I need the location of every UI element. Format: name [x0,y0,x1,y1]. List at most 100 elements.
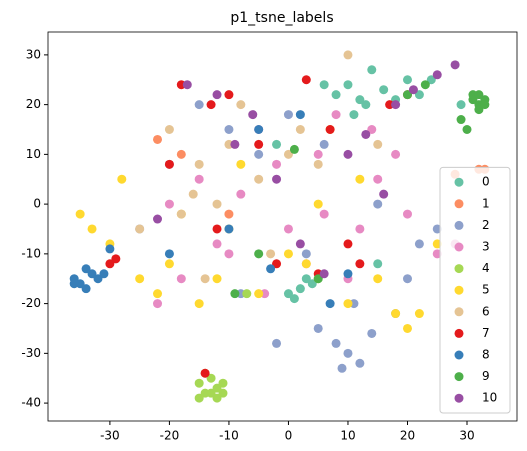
point [367,65,377,75]
point [379,85,389,95]
point [313,274,323,284]
point [224,249,234,259]
point [188,189,198,199]
point [367,124,377,134]
y-tick-label: -30 [21,346,41,360]
point [224,224,234,234]
point [194,393,204,403]
point [373,259,383,269]
point [391,149,401,159]
legend-label: 9 [482,369,490,383]
point [164,259,174,269]
point [432,224,442,234]
point [331,110,341,120]
y-tick-label: 30 [26,47,41,61]
point [289,294,299,304]
legend-label: 5 [482,283,490,297]
point [379,189,389,199]
point [402,323,412,333]
point [391,100,401,110]
point [224,209,234,219]
point [105,259,115,269]
point [117,174,127,184]
point [391,309,401,319]
point [272,259,282,269]
point [402,274,412,284]
point [408,85,418,95]
point [153,214,163,224]
point [212,393,222,403]
point [254,249,264,259]
x-tick-label: -20 [160,429,180,443]
point [307,279,317,289]
point [349,110,359,120]
point [420,80,430,90]
point [313,159,323,169]
point [212,239,222,249]
point [414,239,424,249]
x-tick-label: 20 [400,429,415,443]
legend-label: 10 [482,391,497,405]
point [218,378,228,388]
point [313,199,323,209]
point [230,139,240,149]
x-tick-label: -10 [219,429,239,443]
point [325,124,335,134]
point [402,90,412,100]
legend-box [439,166,511,414]
point [182,80,192,90]
point [153,134,163,144]
y-tick-label: -20 [21,296,41,310]
point [301,75,311,85]
point [206,388,216,398]
point [343,299,353,309]
point [325,299,335,309]
legend-label: 1 [482,196,490,210]
point [176,274,186,284]
point [105,244,115,254]
point [289,144,299,154]
point [200,274,210,284]
point [87,269,97,279]
point [367,328,377,338]
point [301,274,311,284]
point [194,378,204,388]
point [81,284,91,294]
legend-marker [454,350,464,360]
point [236,189,246,199]
legend-marker [454,393,464,403]
point [414,90,424,100]
point [87,224,97,234]
legend-label: 4 [482,261,490,275]
legend-label: 7 [482,326,490,340]
point [456,100,466,110]
point [254,289,264,299]
y-tick-label: 10 [26,147,41,161]
point [283,289,293,299]
point [319,269,329,279]
point [295,110,305,120]
point [212,224,222,234]
point [432,249,442,259]
legend-marker [454,285,464,295]
point [295,124,305,134]
point [313,323,323,333]
x-tick-label: 30 [459,429,474,443]
point [164,124,174,134]
point [283,224,293,234]
point [373,199,383,209]
point [402,209,412,219]
legend-label: 3 [482,240,490,254]
point [266,249,276,259]
point [301,249,311,259]
point [373,274,383,284]
point [295,284,305,294]
point [164,199,174,209]
legend-label: 6 [482,304,490,318]
point [283,110,293,120]
point [480,100,490,110]
point [355,358,365,368]
point [200,368,210,378]
point [355,224,365,234]
